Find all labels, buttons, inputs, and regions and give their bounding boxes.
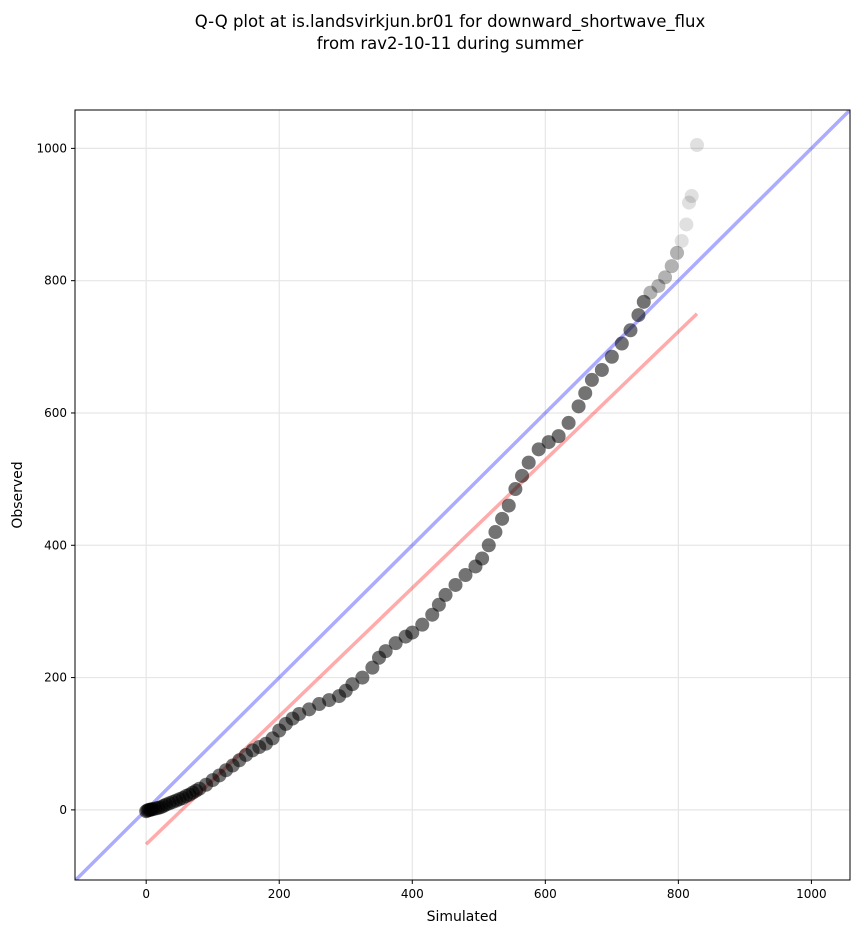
y-tick-label: 800 xyxy=(44,274,67,288)
y-tick-label: 1000 xyxy=(36,141,67,155)
data-point xyxy=(658,270,673,285)
data-point xyxy=(684,188,699,203)
data-point xyxy=(571,399,586,414)
chart-title-line2: from rav2-10-11 during summer xyxy=(317,34,584,53)
data-point xyxy=(438,587,453,602)
data-point xyxy=(405,625,420,640)
data-point xyxy=(643,285,658,300)
data-point xyxy=(561,415,576,430)
data-point xyxy=(481,538,496,553)
y-tick-label: 400 xyxy=(44,538,67,552)
data-point xyxy=(531,442,546,457)
x-tick-label: 200 xyxy=(268,887,291,901)
data-point xyxy=(670,245,685,260)
axes-frame xyxy=(74,109,851,881)
plot-area xyxy=(75,110,850,880)
data-point xyxy=(425,607,440,622)
data-point xyxy=(631,308,646,323)
data-point xyxy=(365,660,380,675)
data-point xyxy=(501,498,516,513)
data-point xyxy=(431,597,446,612)
x-tick-label: 1000 xyxy=(796,887,827,901)
data-point xyxy=(664,259,679,274)
data-point xyxy=(578,386,593,401)
y-tick-label: 200 xyxy=(44,671,67,685)
data-point xyxy=(689,138,704,153)
data-point xyxy=(651,278,666,293)
data-point xyxy=(623,323,638,338)
data-point xyxy=(594,362,609,377)
data-point xyxy=(551,429,566,444)
data-point xyxy=(475,551,490,566)
data-point xyxy=(448,577,463,592)
data-point xyxy=(458,568,473,583)
data-point xyxy=(636,294,651,309)
data-point xyxy=(679,217,694,232)
data-point xyxy=(604,349,619,364)
data-point xyxy=(415,617,430,632)
data-point xyxy=(345,677,360,692)
ticks: 0 200 400 600 800 1000 0 200 400 600 800 1000 xyxy=(36,141,826,901)
grid xyxy=(75,110,850,880)
y-tick-label: 0 xyxy=(59,803,67,817)
data-point xyxy=(378,644,393,659)
data-point xyxy=(515,468,530,483)
y-axis-label: Observed xyxy=(10,461,26,528)
x-tick-label: 0 xyxy=(142,887,150,901)
data-point xyxy=(614,336,629,351)
x-tick-label: 800 xyxy=(667,887,690,901)
data-point xyxy=(682,195,697,210)
data-point xyxy=(488,525,503,540)
data-point xyxy=(584,372,599,387)
data-point xyxy=(508,482,523,497)
identity-line xyxy=(75,110,850,880)
data-point xyxy=(355,670,370,685)
y-tick-label: 600 xyxy=(44,406,67,420)
data-point xyxy=(388,636,403,651)
chart-title-line1: Q-Q plot at is.landsvirkjun.br01 for dow… xyxy=(195,12,706,32)
data-point xyxy=(521,455,536,470)
x-tick-label: 600 xyxy=(534,887,557,901)
data-point xyxy=(495,511,510,526)
x-tick-label: 400 xyxy=(401,887,424,901)
x-axis-label: Simulated xyxy=(427,909,498,925)
data-point xyxy=(674,233,689,248)
